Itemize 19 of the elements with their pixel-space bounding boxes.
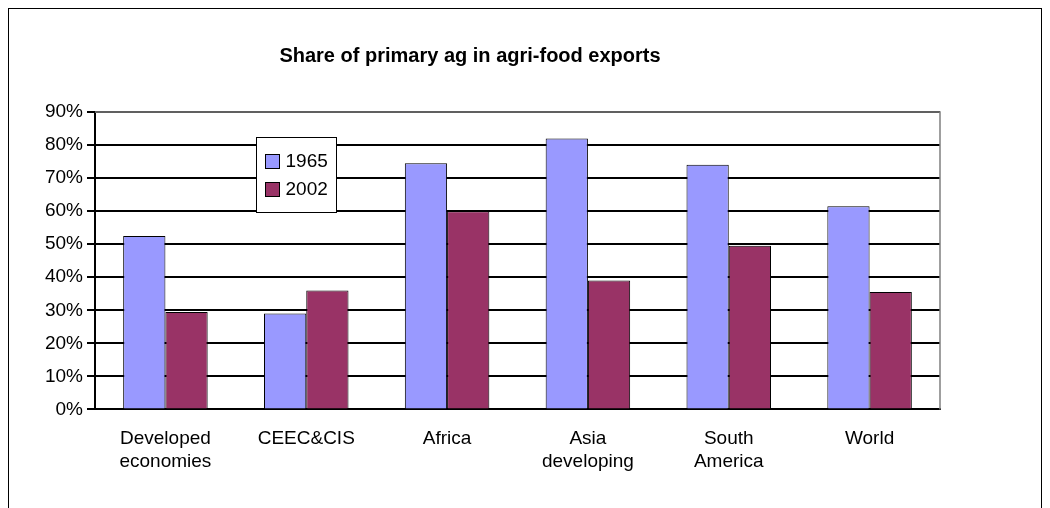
y-tick-label: 70% (44, 166, 84, 188)
y-tick-label: 10% (44, 364, 84, 386)
x-tick-label: CEEC&CIS (257, 427, 355, 449)
y-tick-label: 0% (55, 397, 84, 419)
legend-label: 2002 (285, 178, 328, 200)
y-tick-label: 50% (44, 232, 84, 254)
x-tick-label: Developed economies (119, 427, 212, 471)
y-tick-label: 40% (44, 265, 84, 287)
x-tick-label: Asia developing (541, 427, 634, 471)
y-tick-label: 60% (44, 199, 84, 221)
x-tick-label: World (844, 427, 895, 449)
x-tick-label: South America (693, 427, 765, 471)
y-tick-label: 30% (44, 298, 84, 320)
legend-label: 1965 (285, 150, 328, 172)
chart-title: Share of primary ag in agri-food exports (279, 43, 661, 66)
x-tick-label: Africa (422, 427, 472, 449)
y-tick-label: 90% (44, 100, 84, 122)
y-tick-label: 80% (44, 133, 84, 155)
y-tick-label: 20% (44, 331, 84, 353)
